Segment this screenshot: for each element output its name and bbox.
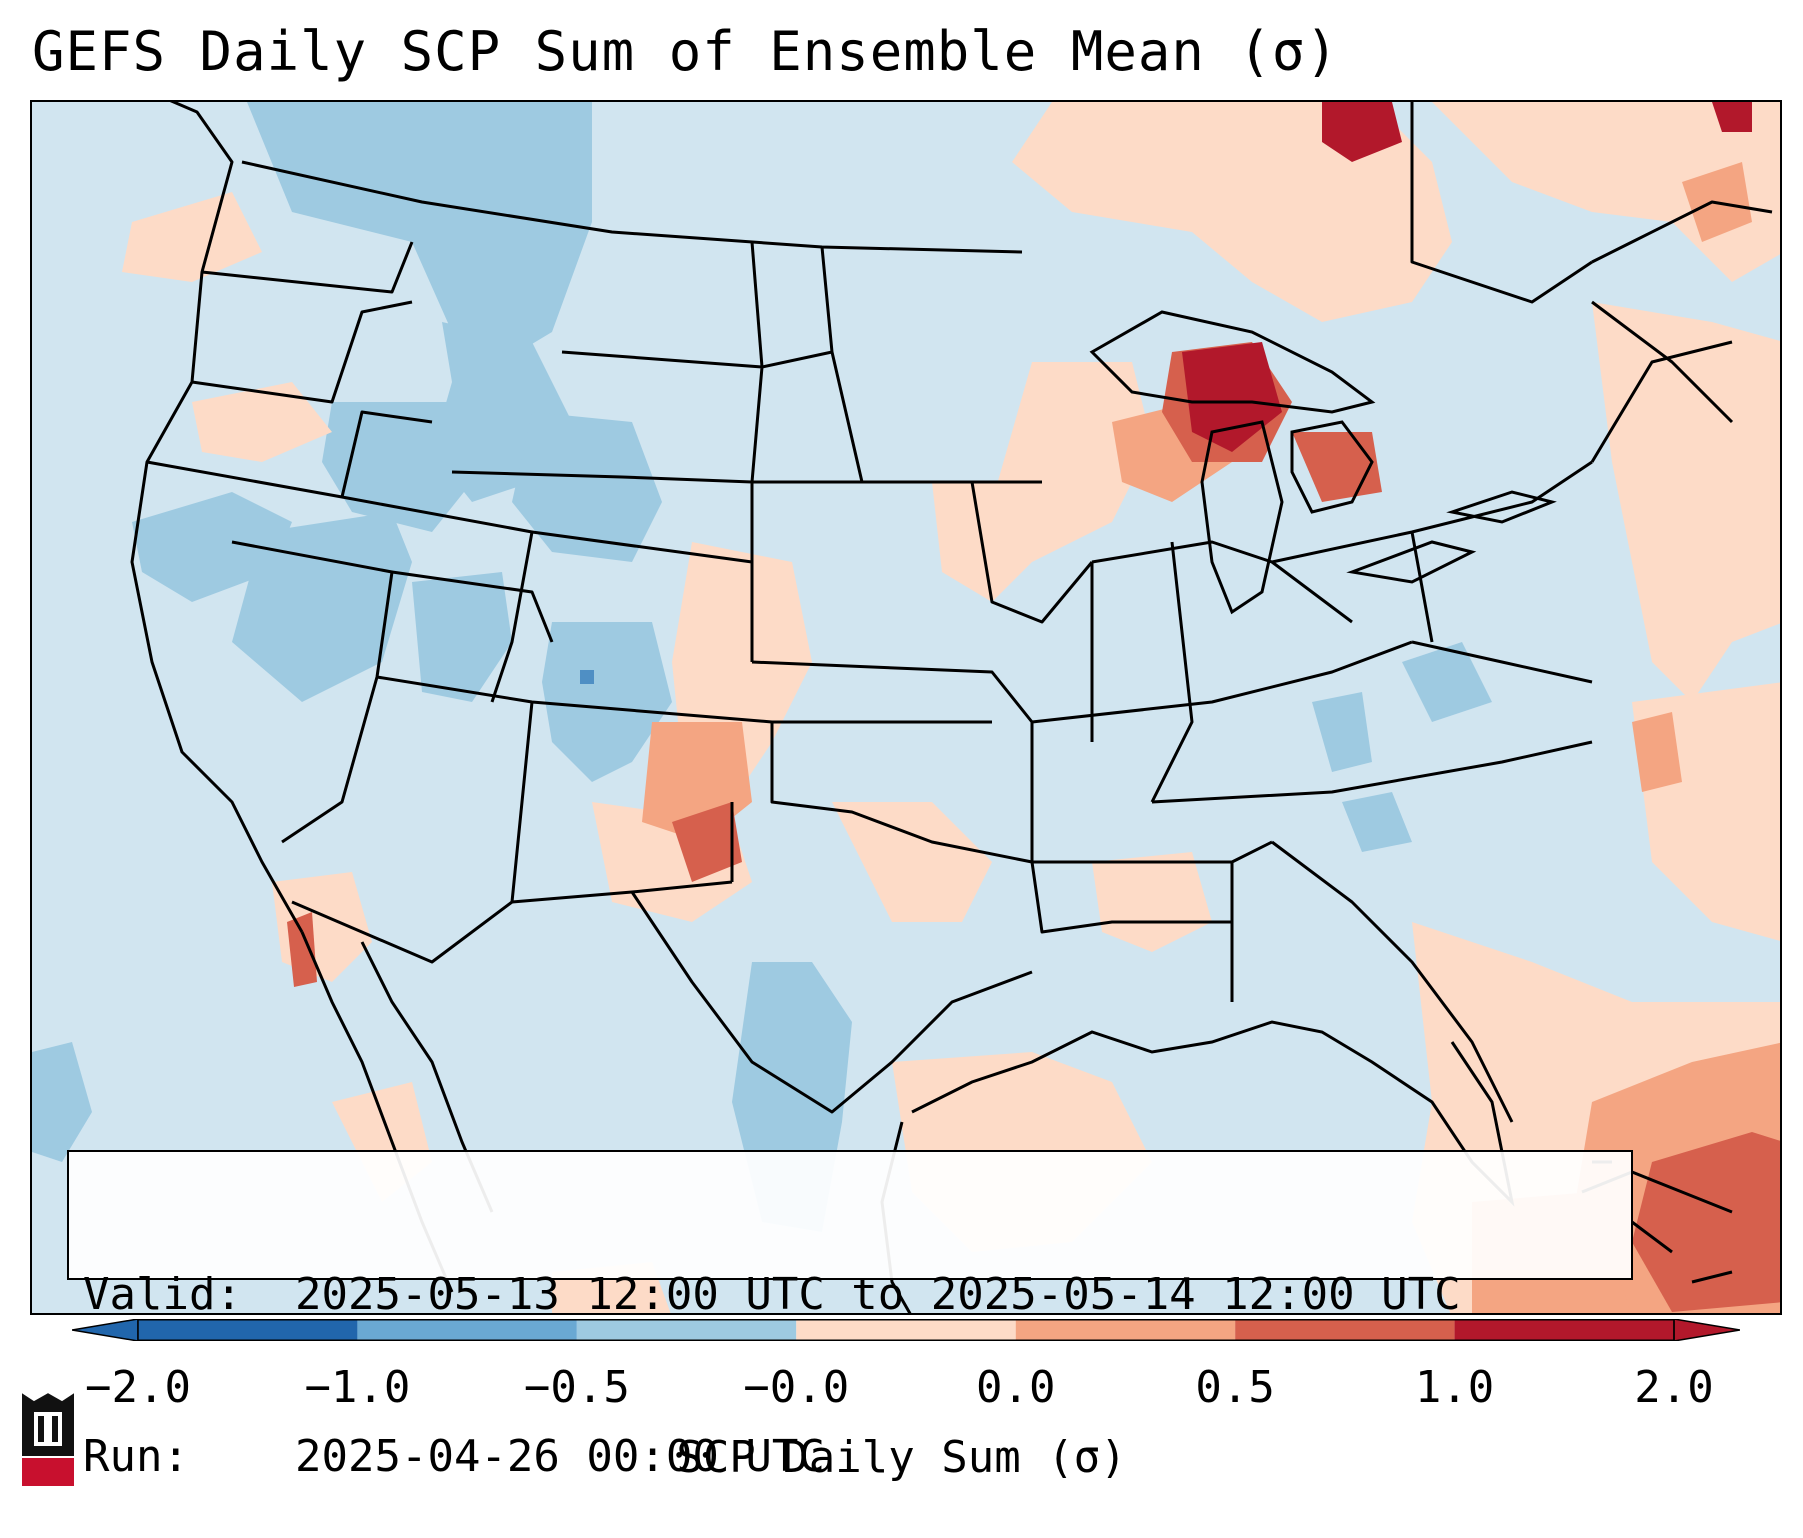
extreme-positive-regions — [1182, 102, 1752, 452]
colorbar-segments — [72, 1319, 1740, 1341]
colorbar-segment — [796, 1319, 1016, 1341]
map-canvas — [32, 102, 1780, 1313]
strong-negative-cell — [580, 670, 594, 684]
colorbar-tick-label: 1.0 — [1414, 1362, 1495, 1413]
run-value: 2025-04-26 00:00 UTC — [295, 1431, 825, 1482]
colorbar-segment — [138, 1319, 358, 1341]
colorbar-tick-label: 2.0 — [1634, 1362, 1714, 1413]
map-title: GEFS Daily SCP Sum of Ensemble Mean (σ) — [32, 20, 1339, 83]
colorbar-tick-label: −0.5 — [523, 1362, 630, 1413]
colorbar-extend-high — [1673, 1319, 1740, 1341]
great-lakes — [1089, 310, 1557, 615]
colorbar-tick-label: 0.5 — [1195, 1362, 1275, 1413]
colorbar-extend-low — [72, 1319, 139, 1341]
valid-row: Valid: 2025-05-13 12:00 UTC to 2025-05-14… — [83, 1268, 1617, 1322]
validity-info-box: Valid: 2025-05-13 12:00 UTC to 2025-05-14… — [67, 1150, 1633, 1482]
niu-logo — [21, 1392, 75, 1486]
run-row: Run: 2025-04-26 00:00 UTC — [83, 1430, 1617, 1484]
colorbar — [72, 1319, 1740, 1341]
colorbar-tick-labels: −2.0 −1.0 −0.5 −0.0 0.0 0.5 1.0 2.0 — [0, 1362, 1803, 1418]
colorbar-tick-label: −0.0 — [743, 1362, 850, 1413]
colorbar-segment — [1015, 1319, 1236, 1341]
colorbar-tick-label: 0.0 — [975, 1362, 1056, 1413]
colorbar-segment — [1454, 1319, 1674, 1341]
colorbar-title: SCP Daily Sum (σ) — [676, 1432, 1127, 1483]
run-label: Run: — [83, 1431, 189, 1482]
state-borders — [130, 102, 1773, 1123]
valid-value: 2025-05-13 12:00 UTC to 2025-05-14 12:00… — [295, 1269, 1461, 1320]
scp-map — [30, 100, 1782, 1315]
colorbar-segment — [1235, 1319, 1455, 1341]
colorbar-tick-label: −1.0 — [304, 1362, 411, 1413]
logo-badge — [22, 1458, 74, 1486]
colorbar-segment — [357, 1319, 577, 1341]
colorbar-segment — [576, 1319, 797, 1341]
colorbar-tick-label: −2.0 — [85, 1362, 191, 1413]
valid-label: Valid: — [83, 1269, 242, 1320]
